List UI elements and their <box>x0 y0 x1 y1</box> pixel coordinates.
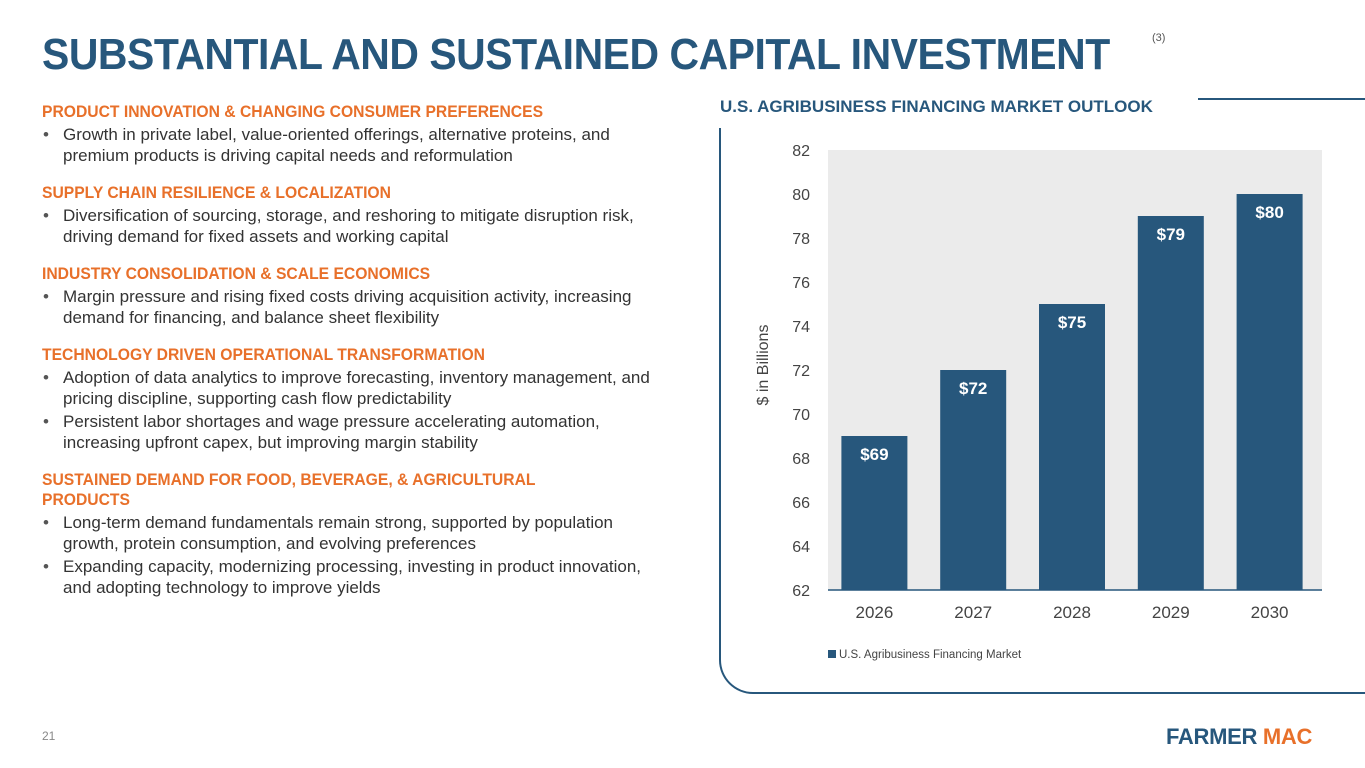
x-tick-label: 2027 <box>954 603 992 622</box>
y-tick-label: 72 <box>792 363 810 380</box>
bullet-point: Growth in private label, value-oriented … <box>42 124 652 166</box>
x-tick-label: 2029 <box>1152 603 1190 622</box>
legend-label: U.S. Agribusiness Financing Market <box>839 649 1022 661</box>
y-tick-label: 66 <box>792 495 810 512</box>
logo-part-farmer: FARMER <box>1166 724 1258 749</box>
slide-title: SUBSTANTIAL AND SUSTAINED CAPITAL INVEST… <box>42 30 1110 79</box>
bar-2028 <box>1039 304 1105 590</box>
y-tick-label: 62 <box>792 583 810 600</box>
y-axis-label: $ in Billions <box>755 325 772 406</box>
bullet-point: Expanding capacity, modernizing processi… <box>42 556 652 598</box>
chart-panel-border <box>719 128 1365 694</box>
y-tick-label: 78 <box>792 231 810 248</box>
driver-section: TECHNOLOGY DRIVEN OPERATIONAL TRANSFORMA… <box>42 345 652 453</box>
bar-2029 <box>1137 216 1204 590</box>
x-tick-label: 2026 <box>855 603 893 622</box>
panel-top-rule <box>1198 98 1365 100</box>
farmer-mac-logo: FARMER MAC <box>1166 724 1312 750</box>
bar-2030 <box>1236 194 1303 590</box>
footnote-reference: (3) <box>1152 32 1166 44</box>
chart-title: U.S. AGRIBUSINESS FINANCING MARKET OUTLO… <box>720 97 1153 116</box>
section-heading: TECHNOLOGY DRIVEN OPERATIONAL TRANSFORMA… <box>42 346 485 364</box>
data-label: $79 <box>1157 225 1185 244</box>
section-heading: INDUSTRY CONSOLIDATION & SCALE ECONOMICS <box>42 265 431 283</box>
section-heading: PRODUCT INNOVATION & CHANGING CONSUMER P… <box>42 103 544 121</box>
driver-section: SUPPLY CHAIN RESILIENCE & LOCALIZATION Di… <box>42 183 652 247</box>
page-number: 21 <box>42 729 56 743</box>
data-label: $69 <box>860 445 888 464</box>
bullet-point: Long-term demand fundamentals remain str… <box>42 512 652 554</box>
y-tick-label: 74 <box>792 319 810 336</box>
legend-swatch <box>828 650 836 658</box>
y-tick-label: 70 <box>792 407 810 424</box>
x-tick-label: 2028 <box>1053 603 1091 622</box>
bullet-point: Adoption of data analytics to improve fo… <box>42 367 652 409</box>
bullet-point: Margin pressure and rising fixed costs d… <box>42 286 652 328</box>
bar-2027 <box>940 370 1007 590</box>
y-tick-label: 64 <box>792 539 810 556</box>
bullet-point: Persistent labor shortages and wage pres… <box>42 411 652 453</box>
y-tick-label: 80 <box>792 187 810 204</box>
driver-section: INDUSTRY CONSOLIDATION & SCALE ECONOMICS… <box>42 264 652 328</box>
data-label: $80 <box>1255 203 1283 222</box>
driver-section: PRODUCT INNOVATION & CHANGING CONSUMER P… <box>42 102 652 166</box>
section-heading: SUSTAINED DEMAND FOR FOOD, BEVERAGE, & A… <box>42 471 536 509</box>
bullet-point: Diversification of sourcing, storage, an… <box>42 205 652 247</box>
drivers-list: PRODUCT INNOVATION & CHANGING CONSUMER P… <box>42 102 652 615</box>
y-tick-label: 82 <box>792 143 810 160</box>
data-label: $72 <box>959 379 987 398</box>
bar-2026 <box>841 436 908 590</box>
y-tick-label: 76 <box>792 275 810 292</box>
x-tick-label: 2030 <box>1251 603 1289 622</box>
data-label: $75 <box>1058 313 1086 332</box>
y-tick-label: 68 <box>792 451 810 468</box>
driver-section: SUSTAINED DEMAND FOR FOOD, BEVERAGE, & A… <box>42 470 652 598</box>
logo-part-mac: MAC <box>1262 724 1313 749</box>
section-heading: SUPPLY CHAIN RESILIENCE & LOCALIZATION <box>42 184 391 202</box>
